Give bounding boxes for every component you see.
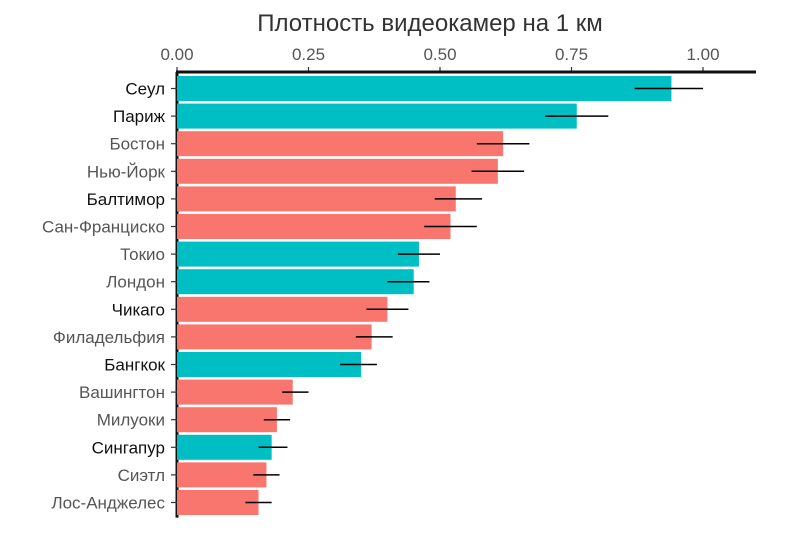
bar — [177, 269, 414, 295]
bar — [177, 158, 498, 184]
bar — [177, 76, 672, 101]
bars-layer — [177, 76, 672, 515]
category-label: Нью-Йорк — [87, 162, 166, 181]
bar — [177, 379, 293, 405]
category-label: Лос-Анджелес — [51, 494, 165, 513]
bar — [177, 434, 272, 460]
bar — [177, 352, 362, 377]
x-tick-label: 0.50 — [423, 45, 456, 64]
x-tick-label: 0.25 — [292, 45, 325, 64]
category-label: Милуоки — [97, 411, 165, 430]
bar — [177, 131, 504, 157]
x-tick-label: 1.00 — [686, 45, 719, 64]
category-label: Лондон — [106, 273, 165, 292]
category-label: Балтимор — [87, 190, 165, 209]
bar — [177, 324, 372, 350]
category-label: Бостон — [109, 135, 165, 154]
bar — [177, 241, 419, 267]
bar — [177, 462, 267, 488]
category-label: Сан-Франциско — [42, 218, 165, 237]
category-label: Чикаго — [112, 300, 165, 319]
category-label: Токио — [120, 245, 165, 264]
bar — [177, 186, 456, 212]
category-label: Филадельфия — [53, 328, 165, 347]
chart-title: Плотность видеокамер на 1 км — [257, 10, 602, 37]
error-bars-layer — [245, 87, 703, 504]
category-label: Сиэтл — [118, 466, 165, 485]
category-label: Сингапур — [92, 438, 165, 457]
category-labels-layer: Сеул Париж Бостон Нью-Йорк Балтимор Сан-Франц… — [42, 80, 166, 513]
bar — [177, 103, 577, 129]
x-tick-label: 0.75 — [555, 45, 588, 64]
bar — [177, 407, 277, 433]
category-label: Париж — [113, 107, 166, 126]
category-label: Бангкок — [104, 356, 165, 375]
category-label: Вашингтон — [79, 383, 165, 402]
category-label: Сеул — [125, 80, 165, 99]
bar — [177, 296, 388, 322]
x-tick-label: 0.00 — [160, 45, 193, 64]
bar — [177, 214, 451, 239]
bar — [177, 490, 259, 515]
